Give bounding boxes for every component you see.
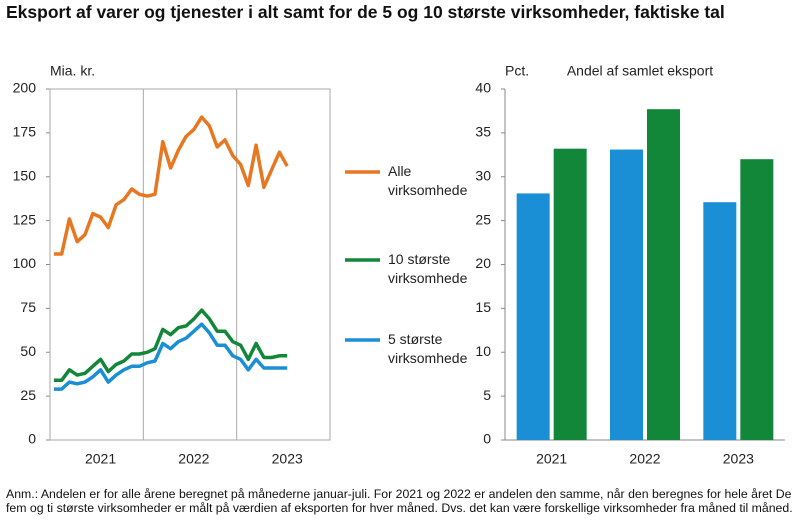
legend-item: 10 største virksomheder (388, 251, 468, 286)
x-tick-label: 2023 (272, 451, 303, 467)
y-tick-label: 200 (13, 80, 37, 96)
series-line (53, 115, 289, 256)
x-tick-label: 2021 (536, 451, 567, 467)
y-tick-label: 25 (475, 211, 491, 227)
y-tick-label: 20 (475, 255, 491, 271)
x-tick-label: 2021 (85, 451, 116, 467)
series-line (53, 322, 288, 391)
x-tick-label: 2022 (629, 451, 660, 467)
y-axis-label: Pct. (505, 63, 529, 79)
y-tick-label: 30 (475, 167, 491, 183)
chart-title: Andel af samlet eksport (567, 63, 713, 79)
y-axis-label: Mia. kr. (50, 63, 95, 79)
legend-label: 5 største virksomheder (388, 331, 468, 366)
y-tick-label: 175 (13, 124, 37, 140)
bar (703, 202, 737, 440)
legend-label: Alle virksomheder (388, 163, 468, 198)
bar (516, 193, 550, 440)
y-tick-label: 25 (20, 387, 36, 403)
y-tick-label: 50 (20, 343, 36, 359)
y-tick-label: 40 (475, 80, 491, 96)
y-tick-label: 0 (483, 431, 491, 447)
y-tick-label: 5 (483, 387, 491, 403)
bar (553, 148, 587, 441)
x-tick-label: 2022 (178, 451, 209, 467)
x-tick-label: 2023 (723, 451, 754, 467)
plot-frame (49, 88, 331, 441)
y-tick-label: 35 (475, 124, 491, 140)
legend-item: Alle virksomheder (388, 163, 468, 198)
legend-label: 10 største virksomheder (388, 251, 468, 286)
title: Eksport af varer og tjenester i alt samt… (6, 2, 725, 22)
y-tick-label: 15 (475, 299, 491, 315)
y-tick-label: 125 (13, 211, 37, 227)
note: Anm.: Andelen er for alle årene beregnet… (6, 487, 793, 515)
y-tick-label: 75 (20, 299, 36, 315)
series-line (53, 308, 288, 383)
y-tick-label: 10 (475, 343, 491, 359)
bar (610, 149, 643, 441)
y-tick-label: 150 (13, 167, 37, 183)
y-tick-label: 0 (28, 431, 36, 447)
y-tick-label: 100 (13, 255, 37, 271)
bar (740, 159, 774, 440)
legend-item: 5 største virksomheder (388, 331, 468, 366)
bar (647, 109, 680, 441)
